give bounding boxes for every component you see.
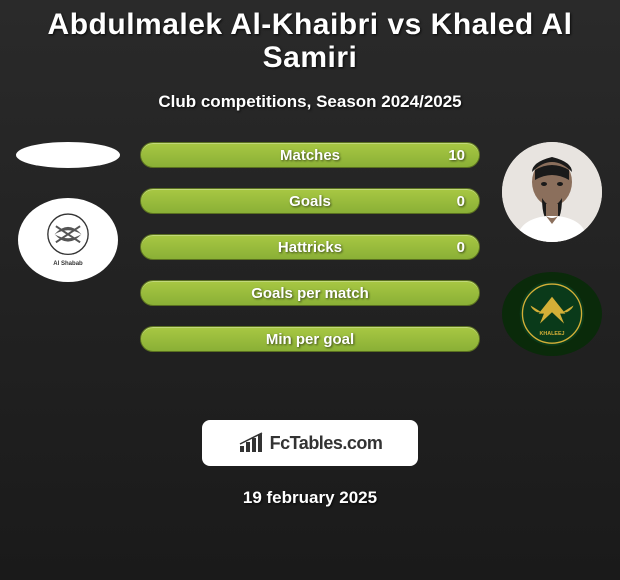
brand-badge: FcTables.com (202, 420, 418, 466)
brand-text: FcTables.com (270, 433, 383, 454)
right-column: KHALEEJ (492, 142, 612, 356)
bar-chart-icon (238, 432, 264, 454)
club-logo-right: KHALEEJ (502, 272, 602, 356)
comparison-card: Abdulmalek Al-Khaibri vs Khaled Al Samir… (0, 0, 620, 508)
main-area: Al Shabab Matches 10 Goals 0 Hattricks 0… (0, 142, 620, 402)
alshabab-logo-icon: Al Shabab (28, 206, 108, 273)
svg-text:KHALEEJ: KHALEEJ (539, 332, 564, 338)
stat-value: 10 (448, 147, 465, 164)
stat-value: 0 (457, 193, 465, 210)
stat-row-hattricks: Hattricks 0 (140, 234, 480, 260)
stat-label: Goals (289, 193, 331, 210)
subtitle: Club competitions, Season 2024/2025 (0, 92, 620, 112)
stat-label: Hattricks (278, 239, 342, 256)
stat-row-mpg: Min per goal (140, 326, 480, 352)
date-text: 19 february 2025 (0, 488, 620, 508)
left-column: Al Shabab (8, 142, 128, 282)
stats-list: Matches 10 Goals 0 Hattricks 0 Goals per… (140, 142, 480, 352)
stat-label: Matches (280, 147, 340, 164)
stat-label: Goals per match (251, 285, 369, 302)
stat-row-goals: Goals 0 (140, 188, 480, 214)
player-placeholder-left (16, 142, 120, 168)
khaleej-logo-icon: KHALEEJ (512, 280, 592, 347)
stat-label: Min per goal (266, 331, 354, 348)
svg-text:Al Shabab: Al Shabab (53, 262, 83, 268)
stat-value: 0 (457, 239, 465, 256)
stat-row-matches: Matches 10 (140, 142, 480, 168)
player-avatar-icon (502, 142, 602, 242)
club-logo-left: Al Shabab (18, 198, 118, 282)
player-photo-right (502, 142, 602, 242)
stat-row-gpm: Goals per match (140, 280, 480, 306)
page-title: Abdulmalek Al-Khaibri vs Khaled Al Samir… (0, 8, 620, 74)
